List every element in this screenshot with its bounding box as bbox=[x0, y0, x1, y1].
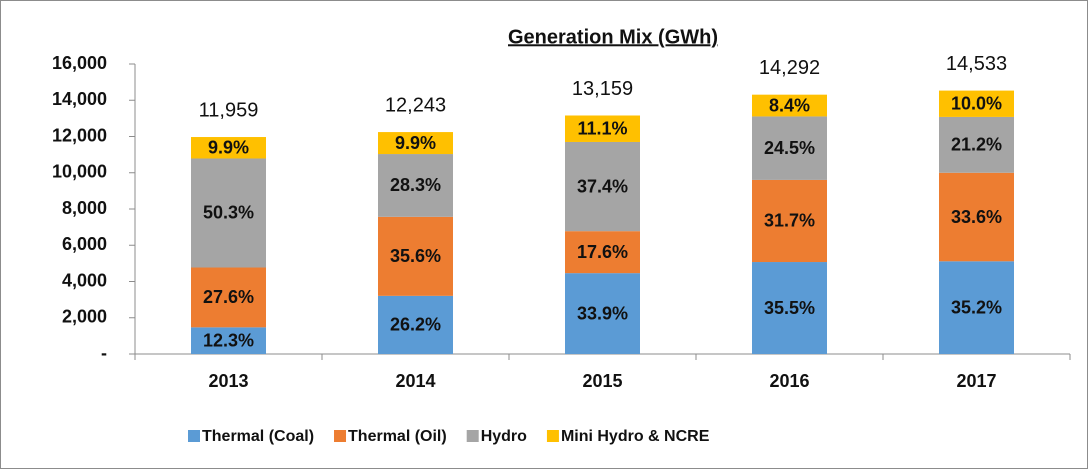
y-tick-label: 6,000 bbox=[62, 234, 107, 254]
bar-segment bbox=[939, 116, 1014, 173]
value-label: 8.4% bbox=[769, 95, 810, 115]
x-tick-label: 2013 bbox=[208, 371, 248, 391]
legend-label: Thermal (Coal) bbox=[202, 428, 314, 445]
value-label: 17.6% bbox=[577, 242, 628, 262]
value-label: 26.2% bbox=[390, 315, 441, 335]
legend-swatch bbox=[546, 430, 559, 442]
bar-segment bbox=[565, 115, 640, 142]
bar-segment bbox=[191, 267, 266, 328]
y-tick-label: - bbox=[101, 343, 107, 363]
bar-segment bbox=[191, 158, 266, 268]
bar-segment bbox=[378, 295, 453, 354]
value-label: 27.6% bbox=[203, 287, 254, 307]
bar-segment bbox=[565, 141, 640, 232]
y-tick-label: 10,000 bbox=[52, 162, 107, 182]
value-label: 21.2% bbox=[951, 135, 1002, 155]
y-tick-label: 16,000 bbox=[52, 53, 107, 73]
bar-segment bbox=[939, 261, 1014, 354]
value-label: 37.4% bbox=[577, 176, 628, 196]
bar-segment bbox=[191, 327, 266, 354]
value-label: 33.6% bbox=[951, 207, 1002, 227]
y-tick-label: 8,000 bbox=[62, 198, 107, 218]
bar-segment bbox=[752, 94, 827, 117]
value-label: 12.3% bbox=[203, 330, 254, 350]
bar-segment bbox=[565, 231, 640, 274]
value-label: 11.1% bbox=[577, 118, 627, 138]
bar-segment bbox=[191, 137, 266, 159]
value-label: 35.6% bbox=[390, 246, 441, 266]
value-label: 9.9% bbox=[395, 133, 436, 153]
legend-swatch bbox=[188, 430, 200, 442]
x-tick-label: 2014 bbox=[395, 371, 435, 391]
value-label: 10.0% bbox=[951, 94, 1002, 114]
total-label: 14,292 bbox=[759, 57, 820, 79]
y-tick-label: 2,000 bbox=[62, 307, 107, 327]
bar-segment bbox=[939, 90, 1014, 117]
bar-segment bbox=[378, 154, 453, 217]
total-label: 11,959 bbox=[199, 100, 259, 122]
total-label: 14,533 bbox=[946, 53, 1007, 75]
bar-segment bbox=[752, 116, 827, 180]
legend-label: Hydro bbox=[481, 428, 527, 445]
value-label: 35.2% bbox=[951, 297, 1002, 317]
legend-label: Thermal (Oil) bbox=[348, 428, 447, 445]
x-tick-label: 2015 bbox=[582, 371, 622, 391]
legend-label: Mini Hydro & NCRE bbox=[561, 428, 710, 445]
bar-segment bbox=[378, 216, 453, 296]
bar-segment bbox=[378, 132, 453, 155]
y-tick-label: 4,000 bbox=[62, 270, 107, 290]
x-tick-label: 2017 bbox=[956, 371, 996, 391]
value-label: 24.5% bbox=[764, 138, 815, 158]
value-label: 35.5% bbox=[764, 298, 815, 318]
y-tick-label: 14,000 bbox=[52, 89, 107, 109]
bar-segment bbox=[565, 273, 640, 354]
legend-swatch bbox=[466, 430, 479, 442]
value-label: 33.9% bbox=[577, 303, 628, 323]
bar-segment bbox=[752, 262, 827, 354]
legend-swatch bbox=[334, 430, 347, 442]
value-label: 31.7% bbox=[764, 211, 815, 231]
x-tick-label: 2016 bbox=[769, 371, 809, 391]
value-label: 28.3% bbox=[390, 175, 441, 195]
chart-title: Generation Mix (GWh) bbox=[508, 26, 718, 48]
bar-segment bbox=[939, 172, 1014, 262]
bar-segment bbox=[752, 179, 827, 263]
value-label: 9.9% bbox=[208, 138, 249, 158]
value-label: 50.3% bbox=[203, 203, 254, 223]
total-label: 13,159 bbox=[572, 78, 633, 100]
y-tick-label: 12,000 bbox=[52, 125, 107, 145]
total-label: 12,243 bbox=[385, 94, 446, 116]
